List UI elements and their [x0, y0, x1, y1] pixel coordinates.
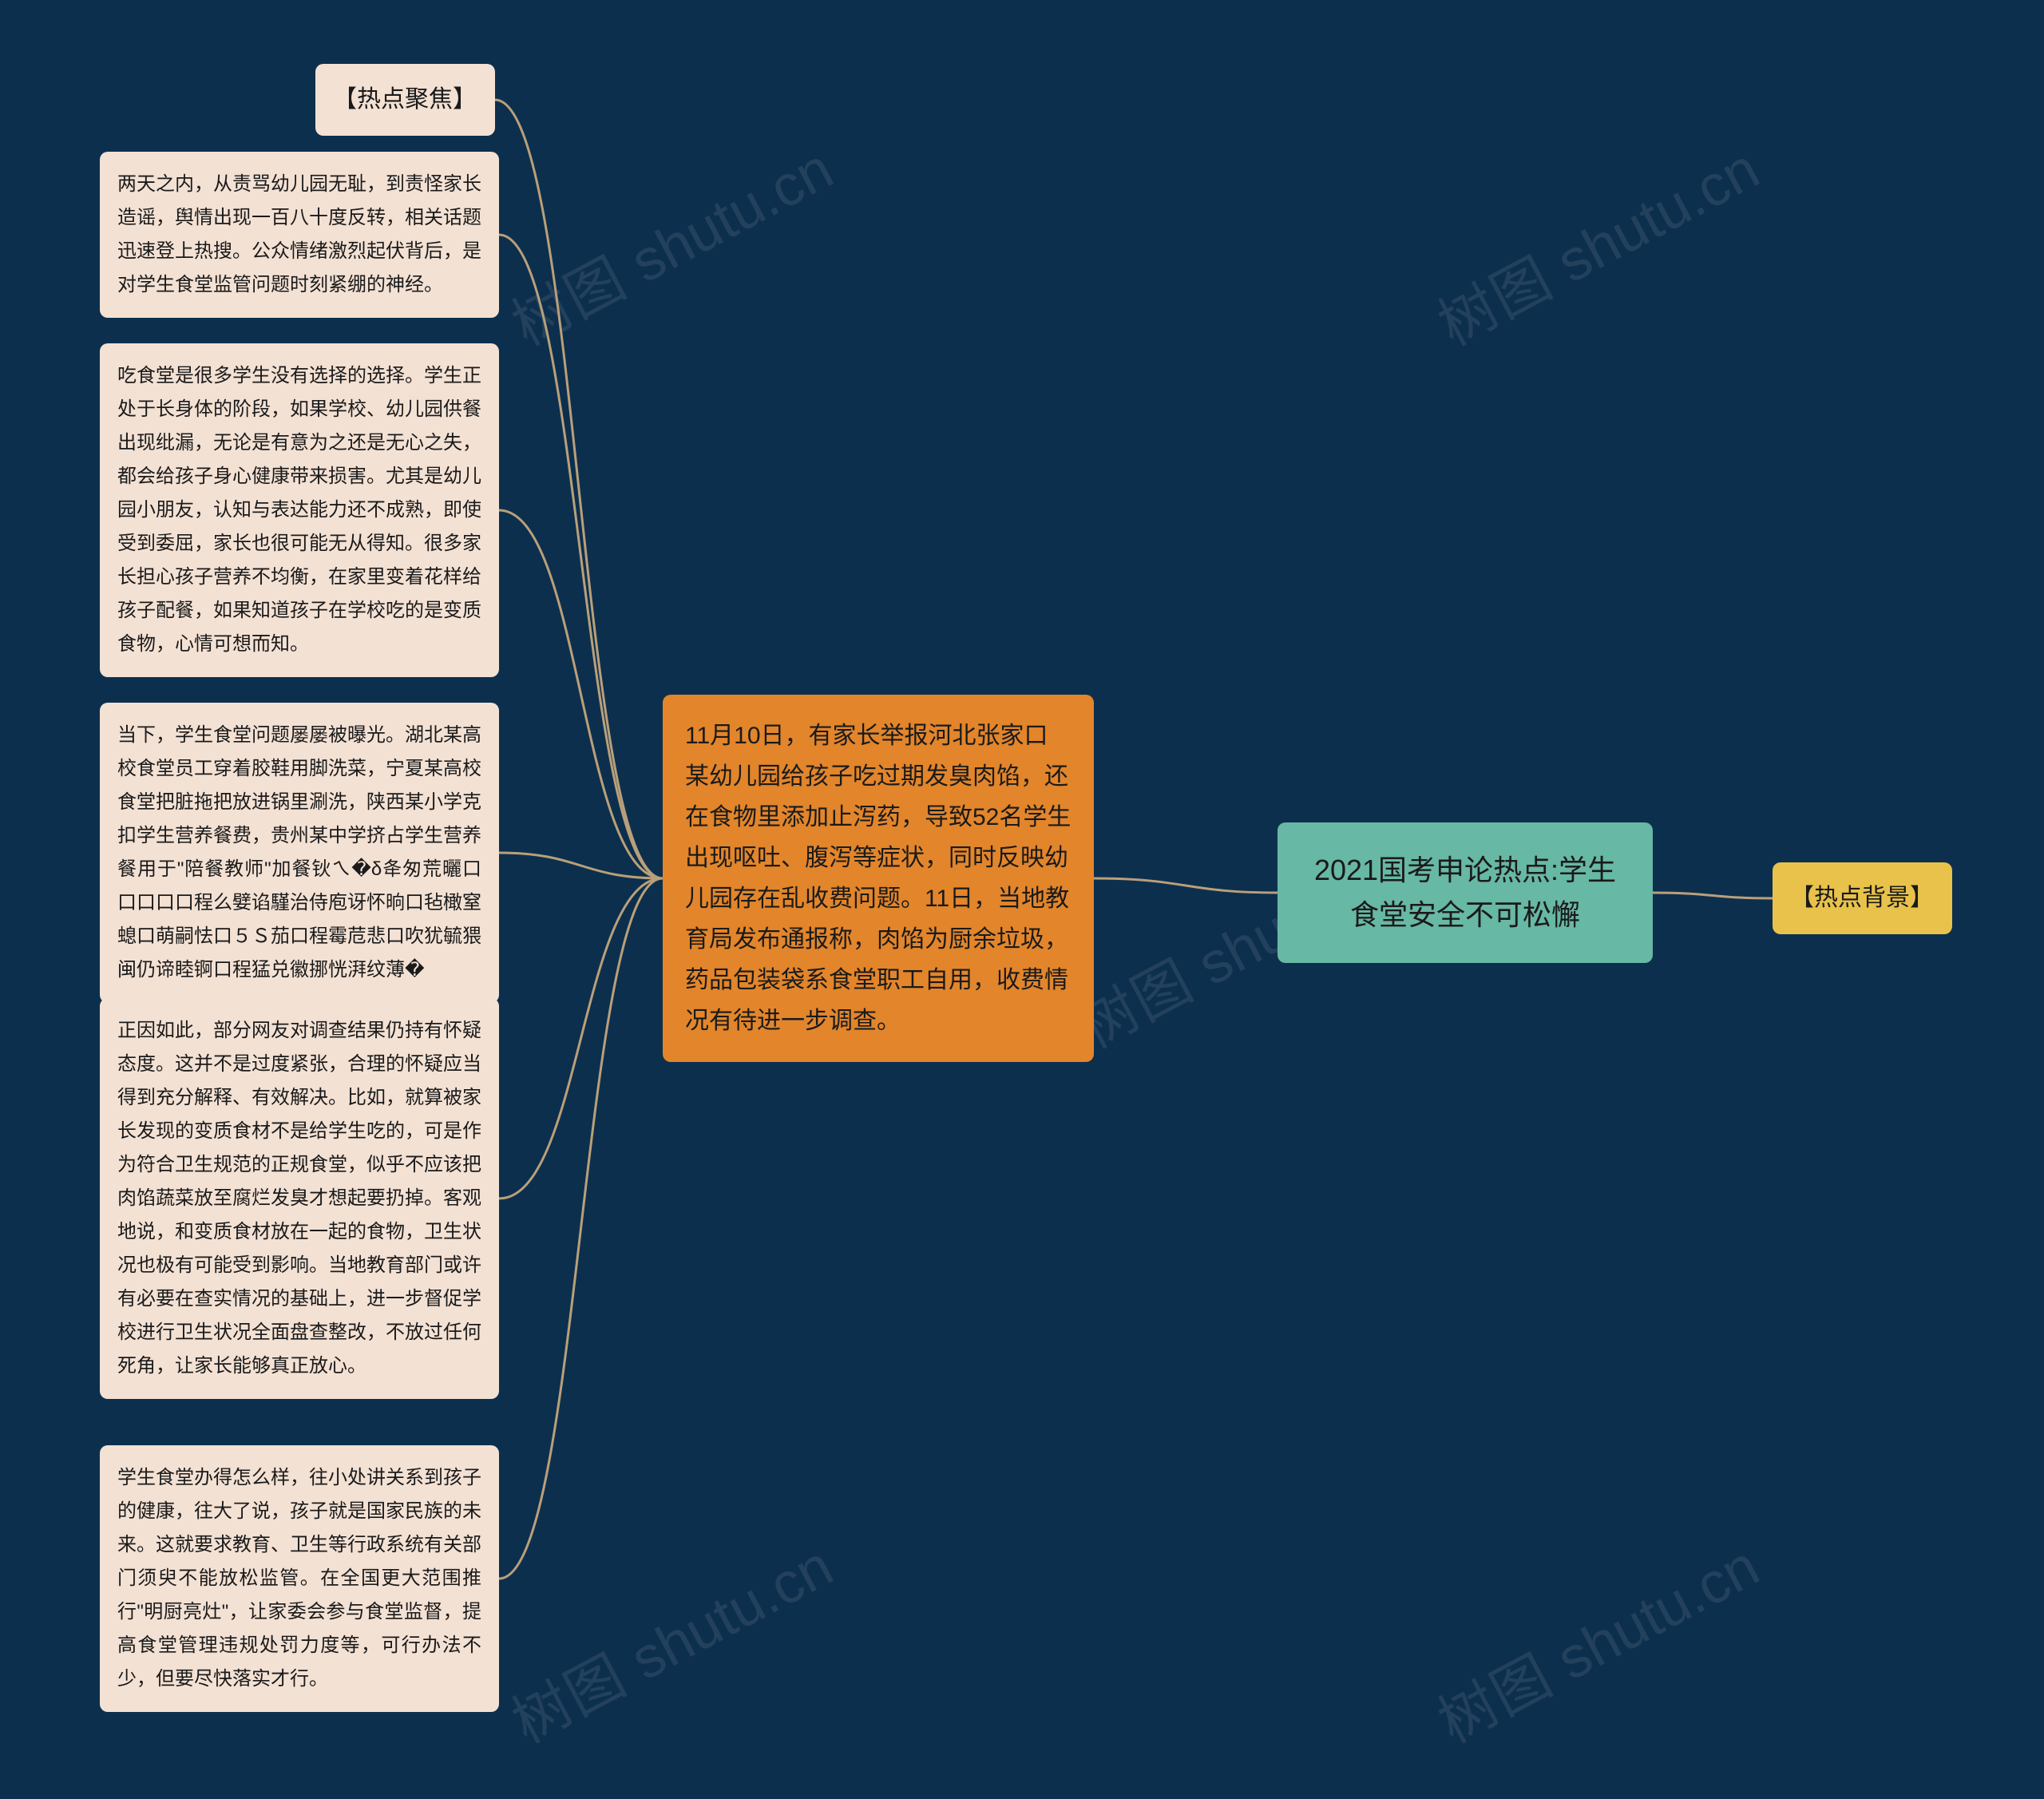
leaf-node: 当下，学生食堂问题屡屡被曝光。湖北某高校食堂员工穿着胶鞋用脚洗菜，宁夏某高校食堂…	[100, 703, 499, 1003]
root-node: 2021国考申论热点:学生食堂安全不可松懈	[1278, 822, 1653, 963]
watermark: 树图 shutu.cn	[495, 1520, 845, 1758]
leaf-node: 两天之内，从责骂幼儿园无耻，到责怪家长造谣，舆情出现一百八十度反转，相关话题迅速…	[100, 152, 499, 318]
watermark: 树图 shutu.cn	[1421, 122, 1771, 361]
description-node: 11月10日，有家长举报河北张家口某幼儿园给孩子吃过期发臭肉馅，还在食物里添加止…	[663, 695, 1094, 1062]
leaf-node: 正因如此，部分网友对调查结果仍持有怀疑态度。这并不是过度紧张，合理的怀疑应当得到…	[100, 998, 499, 1399]
watermark: 树图 shutu.cn	[495, 122, 845, 361]
watermark: 树图 shutu.cn	[1421, 1520, 1771, 1758]
leaf-node: 吃食堂是很多学生没有选择的选择。学生正处于长身体的阶段，如果学校、幼儿园供餐出现…	[100, 343, 499, 677]
hot-focus-node: 【热点聚焦】	[315, 64, 495, 136]
leaf-node: 学生食堂办得怎么样，往小处讲关系到孩子的健康，往大了说，孩子就是国家民族的未来。…	[100, 1445, 499, 1712]
hot-background-node: 【热点背景】	[1773, 862, 1952, 934]
